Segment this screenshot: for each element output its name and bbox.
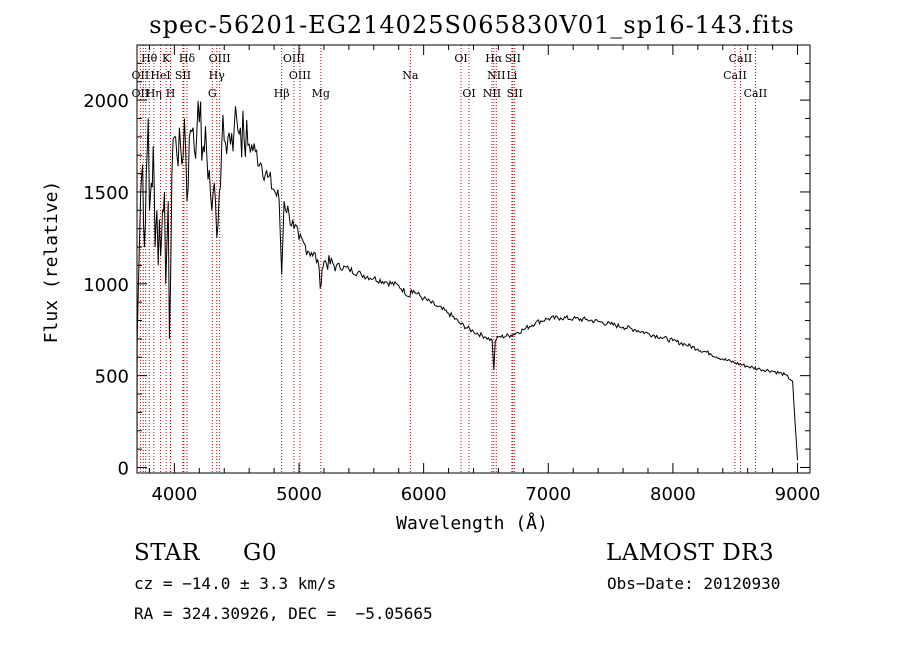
- survey-name: LAMOST DR3: [606, 540, 775, 566]
- marker-label: OII: [132, 69, 150, 82]
- y-axis-label: Flux (relative): [41, 181, 62, 344]
- chart-title: spec-56201-EG214025S065830V01_sp16-143.f…: [149, 11, 794, 39]
- marker-label: CaII: [723, 69, 747, 82]
- marker-label: NII: [487, 69, 505, 82]
- object-class: STAR: [134, 540, 200, 566]
- spectrum-line: [136, 100, 798, 468]
- marker-label: OI: [462, 87, 475, 100]
- y-axis: 0 500 1000 1500 2000: [83, 62, 810, 479]
- marker-label: K: [162, 52, 171, 65]
- marker-label: Hα: [485, 52, 503, 65]
- marker-label: OIII: [283, 52, 305, 65]
- redshift-velocity: cz = −14.0 ± 3.3 km/s: [134, 574, 337, 593]
- marker-label: OIII: [209, 52, 231, 65]
- marker-label: SII: [507, 87, 523, 100]
- coordinates: RA = 324.30926, DEC = −5.05665: [134, 604, 433, 623]
- y-tick-label: 2000: [83, 91, 129, 112]
- marker-label: CaII: [744, 87, 768, 100]
- plot-frame: [136, 44, 811, 474]
- observation-date: Obs−Date: 20120930: [607, 574, 781, 593]
- marker-label: OII: [132, 87, 150, 100]
- marker-label: Hη: [146, 87, 162, 100]
- x-axis-label: Wavelength (Å): [396, 512, 548, 534]
- y-tick-label: 500: [95, 367, 129, 388]
- x-tick-label: 9000: [775, 484, 821, 505]
- marker-label: SII: [505, 52, 521, 65]
- marker-label: Na: [402, 69, 419, 82]
- x-axis: 4000 5000 6000 7000 8000 9000: [148, 45, 821, 505]
- marker-label: Hβ: [274, 87, 290, 100]
- y-tick-label: 0: [118, 458, 129, 479]
- marker-label: SII: [175, 69, 191, 82]
- marker-label: NII: [483, 87, 501, 100]
- x-tick-label: 4000: [151, 484, 197, 505]
- marker-label: CaII: [729, 52, 753, 65]
- marker-label: Hθ: [141, 52, 158, 65]
- marker-label: Li: [506, 69, 517, 82]
- marker-label: H: [166, 87, 176, 100]
- line-markers: [139, 45, 756, 473]
- x-tick-label: 6000: [401, 484, 447, 505]
- x-tick-label: 8000: [650, 484, 696, 505]
- x-tick-label: 7000: [525, 484, 571, 505]
- object-subclass: G0: [243, 540, 278, 566]
- marker-label: Hδ: [179, 52, 196, 65]
- marker-label: HeI: [150, 69, 170, 82]
- marker-label: G: [208, 87, 217, 100]
- marker-label: Mg: [312, 87, 330, 100]
- marker-label: OI: [454, 52, 467, 65]
- y-tick-label: 1500: [83, 183, 129, 204]
- marker-label: OIII: [289, 69, 311, 82]
- x-tick-label: 5000: [276, 484, 322, 505]
- marker-label: Hγ: [209, 69, 226, 82]
- y-tick-label: 1000: [83, 275, 129, 296]
